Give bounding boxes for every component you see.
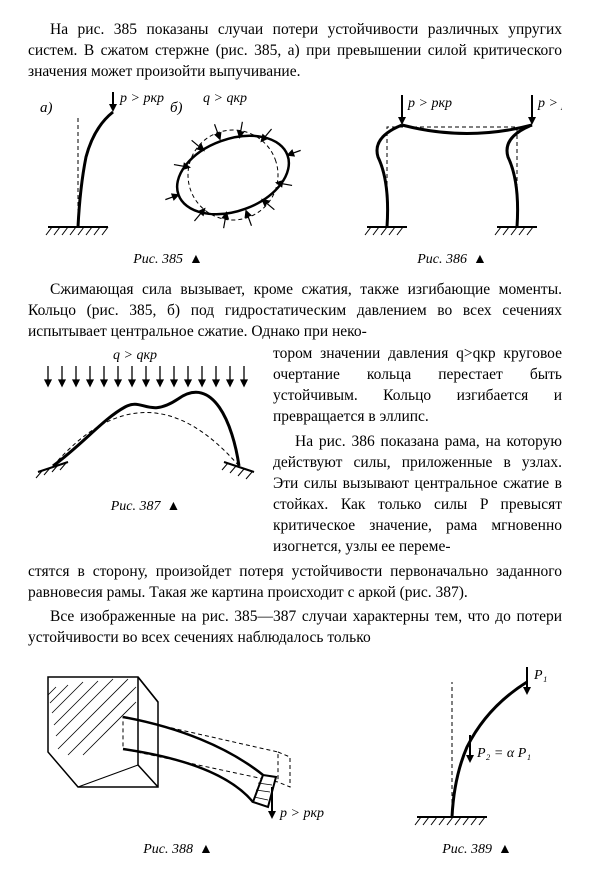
wrap-text-387: тором значении давления q>qкр круговое о…	[273, 344, 562, 561]
caption-triangle-icon: ▲	[473, 251, 487, 270]
paragraph-1: На рис. 385 показаны случаи потери устой…	[28, 20, 562, 83]
label-P2: P₂ = α P₁	[476, 746, 531, 761]
col-right-p2: На рис. 386 показана рама, на которую де…	[273, 432, 562, 558]
label-qqkr-387: q > qкр	[113, 348, 157, 363]
caption-387: Рис. 387 ▲	[111, 498, 181, 517]
label-ppkr-386l: p > pкр	[407, 96, 452, 111]
figure-row-top: а) p > pкр б) q > qкр	[28, 87, 562, 270]
label-P1: P₁	[533, 668, 547, 683]
label-a: а)	[40, 100, 53, 116]
label-ppkr-388: p > pкр	[279, 806, 324, 821]
figure-388: p > pкр Рис. 388 ▲	[28, 657, 328, 860]
col-right-p1: тором значении давления q>qкр круговое о…	[273, 344, 562, 428]
caption-386-text: Рис. 386	[417, 251, 467, 270]
figure-388-svg: p > pкр	[28, 657, 328, 837]
caption-triangle-icon: ▲	[498, 841, 512, 860]
figure-386-svg: p > pкр p > pкр	[342, 87, 562, 247]
figure-386: p > pкр p > pкр Рис. 386 ▲	[342, 87, 562, 270]
caption-387-text: Рис. 387	[111, 498, 161, 517]
label-qqkr-b: q > qкр	[203, 91, 247, 106]
caption-389: Рис. 389 ▲	[442, 841, 512, 860]
wrap-387: q > qкр	[28, 344, 562, 561]
label-ppkr-386r: p > pкр	[537, 96, 562, 111]
caption-triangle-icon: ▲	[166, 498, 180, 517]
label-ppkr-a: p > pкр	[119, 91, 164, 106]
caption-triangle-icon: ▲	[189, 251, 203, 270]
figure-385: а) p > pкр б) q > qкр	[28, 87, 308, 270]
figure-389: P₁ P₂ = α P₁ Рис. 389 ▲	[392, 657, 562, 860]
page: На рис. 385 показаны случаи потери устой…	[0, 0, 590, 882]
caption-triangle-icon: ▲	[199, 841, 213, 860]
paragraph-4: Все изображенные на рис. 385—387 случаи …	[28, 607, 562, 649]
figure-row-bottom: p > pкр Рис. 388 ▲	[28, 657, 562, 860]
figure-389-svg: P₁ P₂ = α P₁	[392, 657, 562, 837]
label-b: б)	[170, 100, 183, 116]
caption-388: Рис. 388 ▲	[143, 841, 213, 860]
figure-387-svg: q > qкр	[28, 344, 263, 494]
caption-385: Рис. 385 ▲	[133, 251, 203, 270]
caption-385-text: Рис. 385	[133, 251, 183, 270]
paragraph-2: Сжимающая сила вызывает, кроме сжатия, т…	[28, 280, 562, 343]
paragraph-3: стятся в сторону, произойдет потеря усто…	[28, 562, 562, 604]
caption-389-text: Рис. 389	[442, 841, 492, 860]
figure-387: q > qкр	[28, 344, 263, 517]
caption-388-text: Рис. 388	[143, 841, 193, 860]
figure-385-svg: а) p > pкр б) q > qкр	[28, 87, 308, 247]
caption-386: Рис. 386 ▲	[417, 251, 487, 270]
